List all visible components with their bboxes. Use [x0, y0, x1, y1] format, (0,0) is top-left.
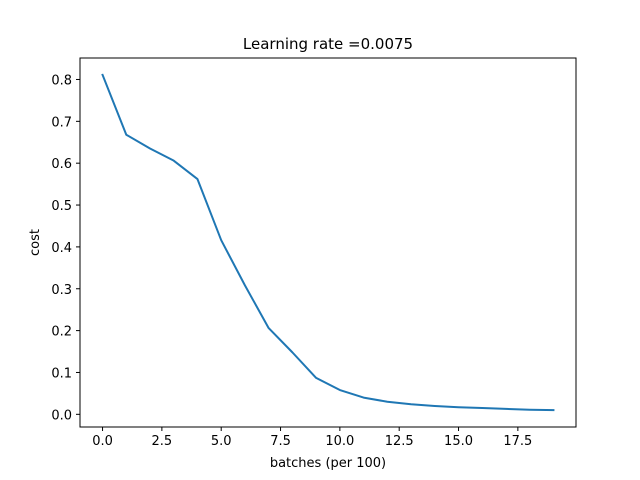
x-tick-label: 7.5 — [270, 434, 291, 449]
y-tick-label: 0.7 — [51, 115, 72, 130]
series-layer — [101, 73, 555, 412]
x-tick-label: 5.0 — [211, 434, 232, 449]
x-tick-label: 0.0 — [92, 434, 113, 449]
x-tick-label: 15.0 — [444, 434, 473, 449]
y-tick-label: 0.2 — [51, 325, 72, 340]
x-tick-label: 10.0 — [325, 434, 354, 449]
x-tick-label: 17.5 — [503, 434, 532, 449]
y-tick-label: 0.4 — [51, 241, 72, 256]
y-tick-label: 0.3 — [51, 283, 72, 298]
y-tick-label: 0.1 — [51, 366, 72, 381]
cost-series-line — [101, 73, 555, 412]
x-tick-label: 12.5 — [385, 434, 414, 449]
plot-area — [79, 57, 577, 428]
y-tick-label: 0.6 — [51, 157, 72, 172]
x-axis: 0.0 2.5 5.0 7.5 10.0 12.5 15.0 17.5 — [92, 427, 532, 449]
chart-title: Learning rate =0.0075 — [243, 35, 413, 53]
x-tick-label: 2.5 — [152, 434, 173, 449]
y-tick-label: 0.8 — [51, 73, 72, 88]
y-tick-label: 0.0 — [51, 408, 72, 423]
y-tick-label: 0.5 — [51, 199, 72, 214]
y-axis: 0.0 0.1 0.2 0.3 0.4 0.5 0.6 0.7 0.8 — [51, 73, 80, 423]
x-axis-label: batches (per 100) — [270, 456, 386, 471]
y-axis-label: cost — [28, 229, 43, 256]
